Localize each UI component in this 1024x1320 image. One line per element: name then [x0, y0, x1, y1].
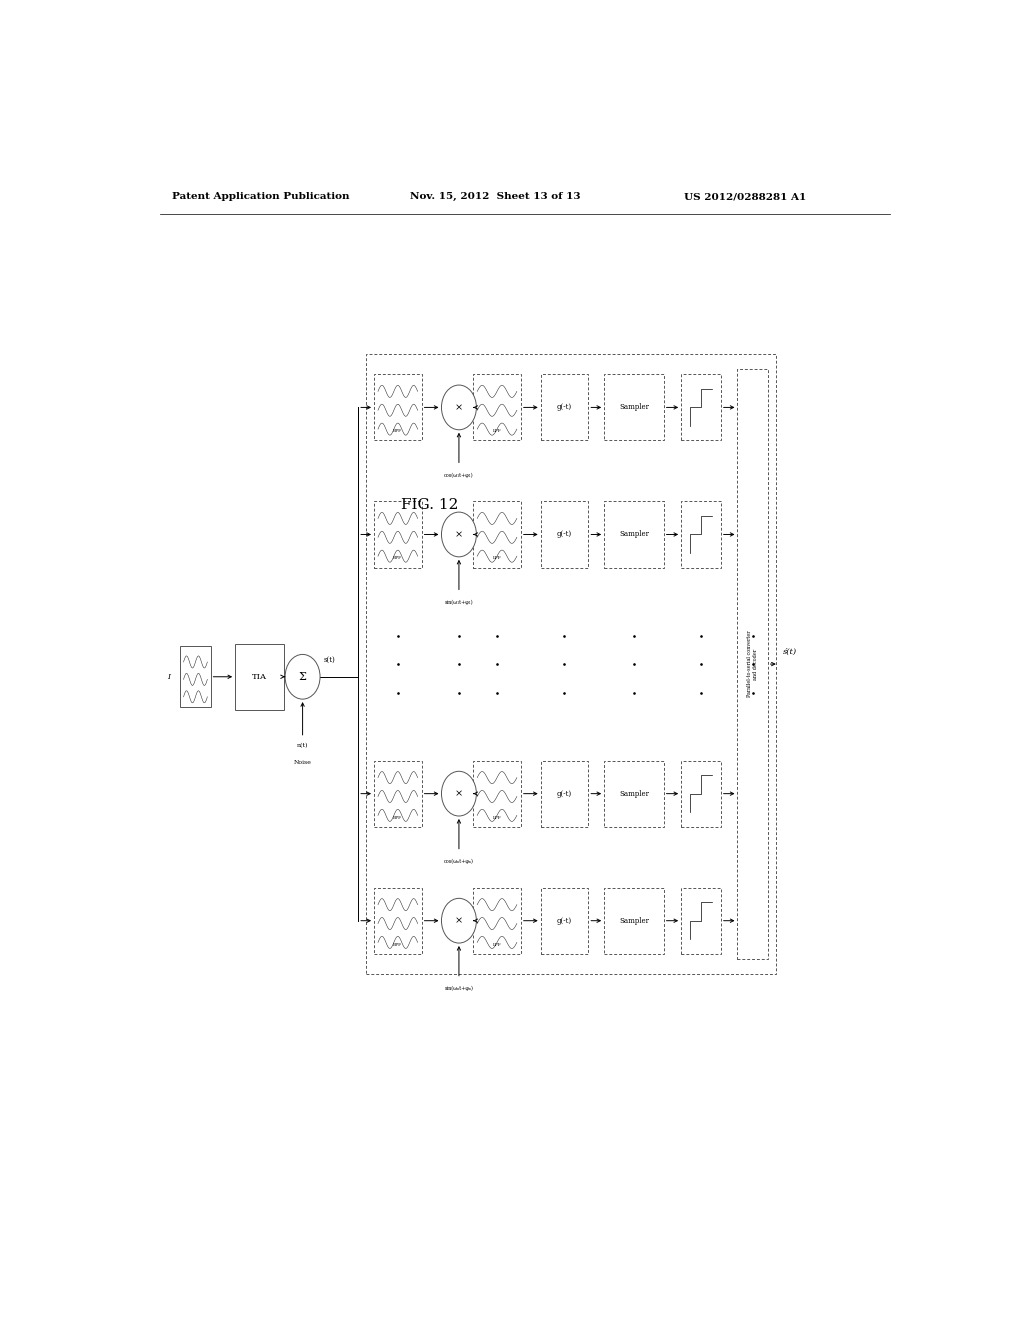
Text: Σ: Σ: [299, 672, 306, 681]
Text: ×: ×: [455, 916, 463, 925]
Circle shape: [441, 385, 476, 430]
FancyBboxPatch shape: [473, 760, 521, 826]
Text: Patent Application Publication: Patent Application Publication: [172, 191, 349, 201]
FancyBboxPatch shape: [374, 502, 422, 568]
FancyBboxPatch shape: [681, 760, 721, 826]
FancyBboxPatch shape: [604, 760, 664, 826]
Text: n(t): n(t): [297, 743, 308, 748]
Text: Sampler: Sampler: [618, 916, 649, 925]
FancyBboxPatch shape: [541, 375, 588, 441]
Text: ×: ×: [455, 403, 463, 412]
FancyBboxPatch shape: [737, 370, 768, 958]
FancyBboxPatch shape: [541, 760, 588, 826]
Text: cos(ω₁t+φ₁): cos(ω₁t+φ₁): [444, 473, 474, 478]
FancyBboxPatch shape: [236, 644, 285, 710]
Text: sin(ω₁t+φ₁): sin(ω₁t+φ₁): [444, 599, 473, 605]
FancyBboxPatch shape: [473, 502, 521, 568]
FancyBboxPatch shape: [541, 502, 588, 568]
Circle shape: [441, 899, 476, 942]
Text: FIG. 12: FIG. 12: [400, 498, 459, 512]
Text: BPF: BPF: [393, 556, 402, 561]
Text: LPF: LPF: [493, 556, 502, 561]
Text: BPF: BPF: [393, 816, 402, 820]
Text: g(-t): g(-t): [557, 789, 572, 797]
Text: Sampler: Sampler: [618, 789, 649, 797]
Text: cos(ωₙt+φₙ): cos(ωₙt+φₙ): [444, 859, 474, 865]
Text: US 2012/0288281 A1: US 2012/0288281 A1: [684, 191, 806, 201]
Circle shape: [441, 771, 476, 816]
FancyBboxPatch shape: [681, 375, 721, 441]
Text: Noise: Noise: [294, 760, 311, 766]
Text: Nov. 15, 2012  Sheet 13 of 13: Nov. 15, 2012 Sheet 13 of 13: [410, 191, 581, 201]
Text: BPF: BPF: [393, 942, 402, 946]
Text: BPF: BPF: [393, 429, 402, 433]
FancyBboxPatch shape: [681, 502, 721, 568]
Bar: [180, 647, 211, 708]
FancyBboxPatch shape: [374, 760, 422, 826]
Text: Parallel-to-serial converter
and decoder: Parallel-to-serial converter and decoder: [748, 631, 758, 697]
Text: TIA: TIA: [252, 673, 267, 681]
Text: LPF: LPF: [493, 429, 502, 433]
FancyBboxPatch shape: [473, 887, 521, 954]
Text: Sampler: Sampler: [618, 404, 649, 412]
Text: I: I: [167, 673, 170, 681]
Text: sin(ωₙt+φₙ): sin(ωₙt+φₙ): [444, 986, 473, 991]
Text: g(-t): g(-t): [557, 916, 572, 925]
Text: g(-t): g(-t): [557, 531, 572, 539]
FancyBboxPatch shape: [604, 502, 664, 568]
FancyBboxPatch shape: [473, 375, 521, 441]
Text: ×: ×: [455, 789, 463, 799]
FancyBboxPatch shape: [541, 887, 588, 954]
Text: ×: ×: [455, 529, 463, 539]
Text: Sampler: Sampler: [618, 531, 649, 539]
Text: g(-t): g(-t): [557, 404, 572, 412]
FancyBboxPatch shape: [681, 887, 721, 954]
Text: ś(t): ś(t): [782, 648, 797, 656]
FancyBboxPatch shape: [604, 375, 664, 441]
FancyBboxPatch shape: [374, 375, 422, 441]
FancyBboxPatch shape: [604, 887, 664, 954]
Circle shape: [285, 655, 321, 700]
Text: LPF: LPF: [493, 816, 502, 820]
Text: s(t): s(t): [324, 656, 336, 664]
Text: LPF: LPF: [493, 942, 502, 946]
Circle shape: [441, 512, 476, 557]
FancyBboxPatch shape: [374, 887, 422, 954]
